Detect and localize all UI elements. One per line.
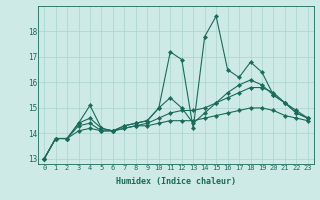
X-axis label: Humidex (Indice chaleur): Humidex (Indice chaleur) [116, 177, 236, 186]
